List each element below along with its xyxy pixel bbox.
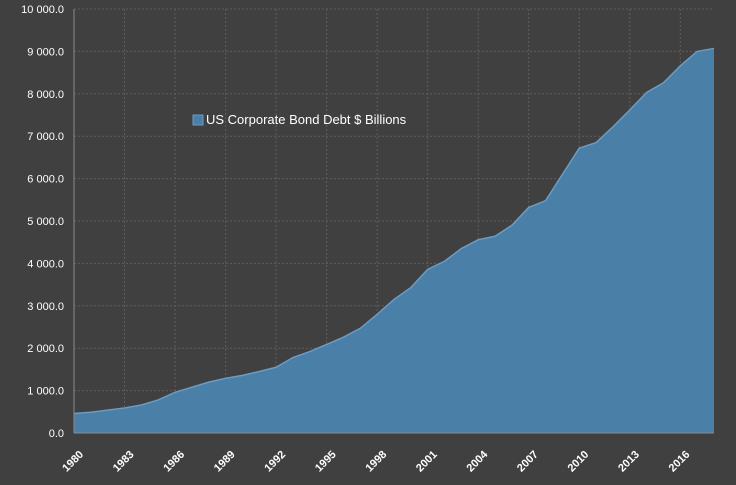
data-point	[460, 247, 463, 250]
data-point	[174, 391, 177, 394]
data-point	[106, 409, 109, 412]
area-series	[73, 47, 716, 434]
x-tick-label: 2001	[414, 449, 440, 475]
axes	[73, 9, 714, 434]
y-tick-label: 9 000.0	[27, 46, 64, 58]
data-point	[123, 406, 126, 409]
x-tick-label: 1998	[363, 449, 389, 475]
data-point	[291, 356, 294, 359]
x-tick-label: 1986	[161, 449, 187, 475]
data-point	[376, 313, 379, 316]
data-point	[157, 398, 160, 401]
x-tick-label: 1983	[111, 449, 137, 475]
x-axis-tick-labels: 1980 1983 1986 1989 1992 1995 1998 2001 2004 2007…	[60, 448, 692, 474]
area-fill	[74, 48, 714, 434]
y-tick-label: 8 000.0	[27, 89, 64, 101]
data-point	[190, 386, 193, 389]
x-tick-label: 2004	[465, 448, 491, 474]
data-point	[224, 377, 227, 380]
data-point	[275, 366, 278, 369]
data-point	[393, 298, 396, 301]
legend-label: US Corporate Bond Debt $ Billions	[206, 112, 407, 127]
data-point	[645, 91, 648, 94]
x-tick-label: 1992	[262, 449, 288, 475]
data-point	[443, 260, 446, 263]
data-point	[628, 108, 631, 111]
x-tick-label: 1980	[60, 449, 86, 475]
y-tick-label: 2 000.0	[27, 343, 64, 355]
data-point	[409, 286, 412, 289]
data-point	[595, 141, 598, 144]
data-point	[494, 235, 497, 238]
x-tick-label: 2016	[667, 449, 693, 475]
data-point	[713, 47, 716, 50]
data-point	[611, 125, 614, 128]
x-tick-label: 2007	[515, 449, 541, 475]
data-point	[140, 404, 143, 407]
data-point	[696, 50, 699, 53]
y-tick-label: 6 000.0	[27, 174, 64, 186]
y-tick-label: 5 000.0	[27, 216, 64, 228]
y-tick-label: 10 000.0	[21, 4, 64, 16]
y-tick-label: 1 000.0	[27, 386, 64, 398]
data-point	[578, 147, 581, 150]
x-tick-label: 1989	[212, 449, 238, 475]
data-point	[89, 411, 92, 414]
data-point	[510, 224, 513, 227]
y-tick-label: 3 000.0	[27, 301, 64, 313]
x-tick-label: 1995	[313, 449, 339, 475]
data-point	[561, 173, 564, 176]
data-point	[544, 199, 547, 202]
x-tick-label: 2010	[566, 449, 592, 475]
data-point	[359, 327, 362, 330]
data-point	[207, 381, 210, 384]
data-point	[241, 374, 244, 377]
data-point	[308, 350, 311, 353]
data-point	[527, 206, 530, 209]
data-point	[477, 238, 480, 241]
y-tick-label: 4 000.0	[27, 258, 64, 270]
data-point	[679, 64, 682, 67]
legend: US Corporate Bond Debt $ Billions	[192, 112, 407, 127]
data-point	[426, 268, 429, 271]
data-point	[258, 370, 261, 373]
y-tick-label: 0.0	[49, 428, 64, 440]
data-point	[662, 81, 665, 84]
x-tick-label: 2013	[616, 449, 642, 475]
area-line	[73, 47, 715, 415]
y-axis-tick-labels: 0.0 1 000.0 2 000.0 3 000.0 4 000.0 5 000.0 6 …	[21, 4, 64, 440]
legend-swatch	[192, 114, 204, 126]
y-tick-label: 7 000.0	[27, 131, 64, 143]
data-point	[325, 343, 328, 346]
data-point	[342, 336, 345, 339]
